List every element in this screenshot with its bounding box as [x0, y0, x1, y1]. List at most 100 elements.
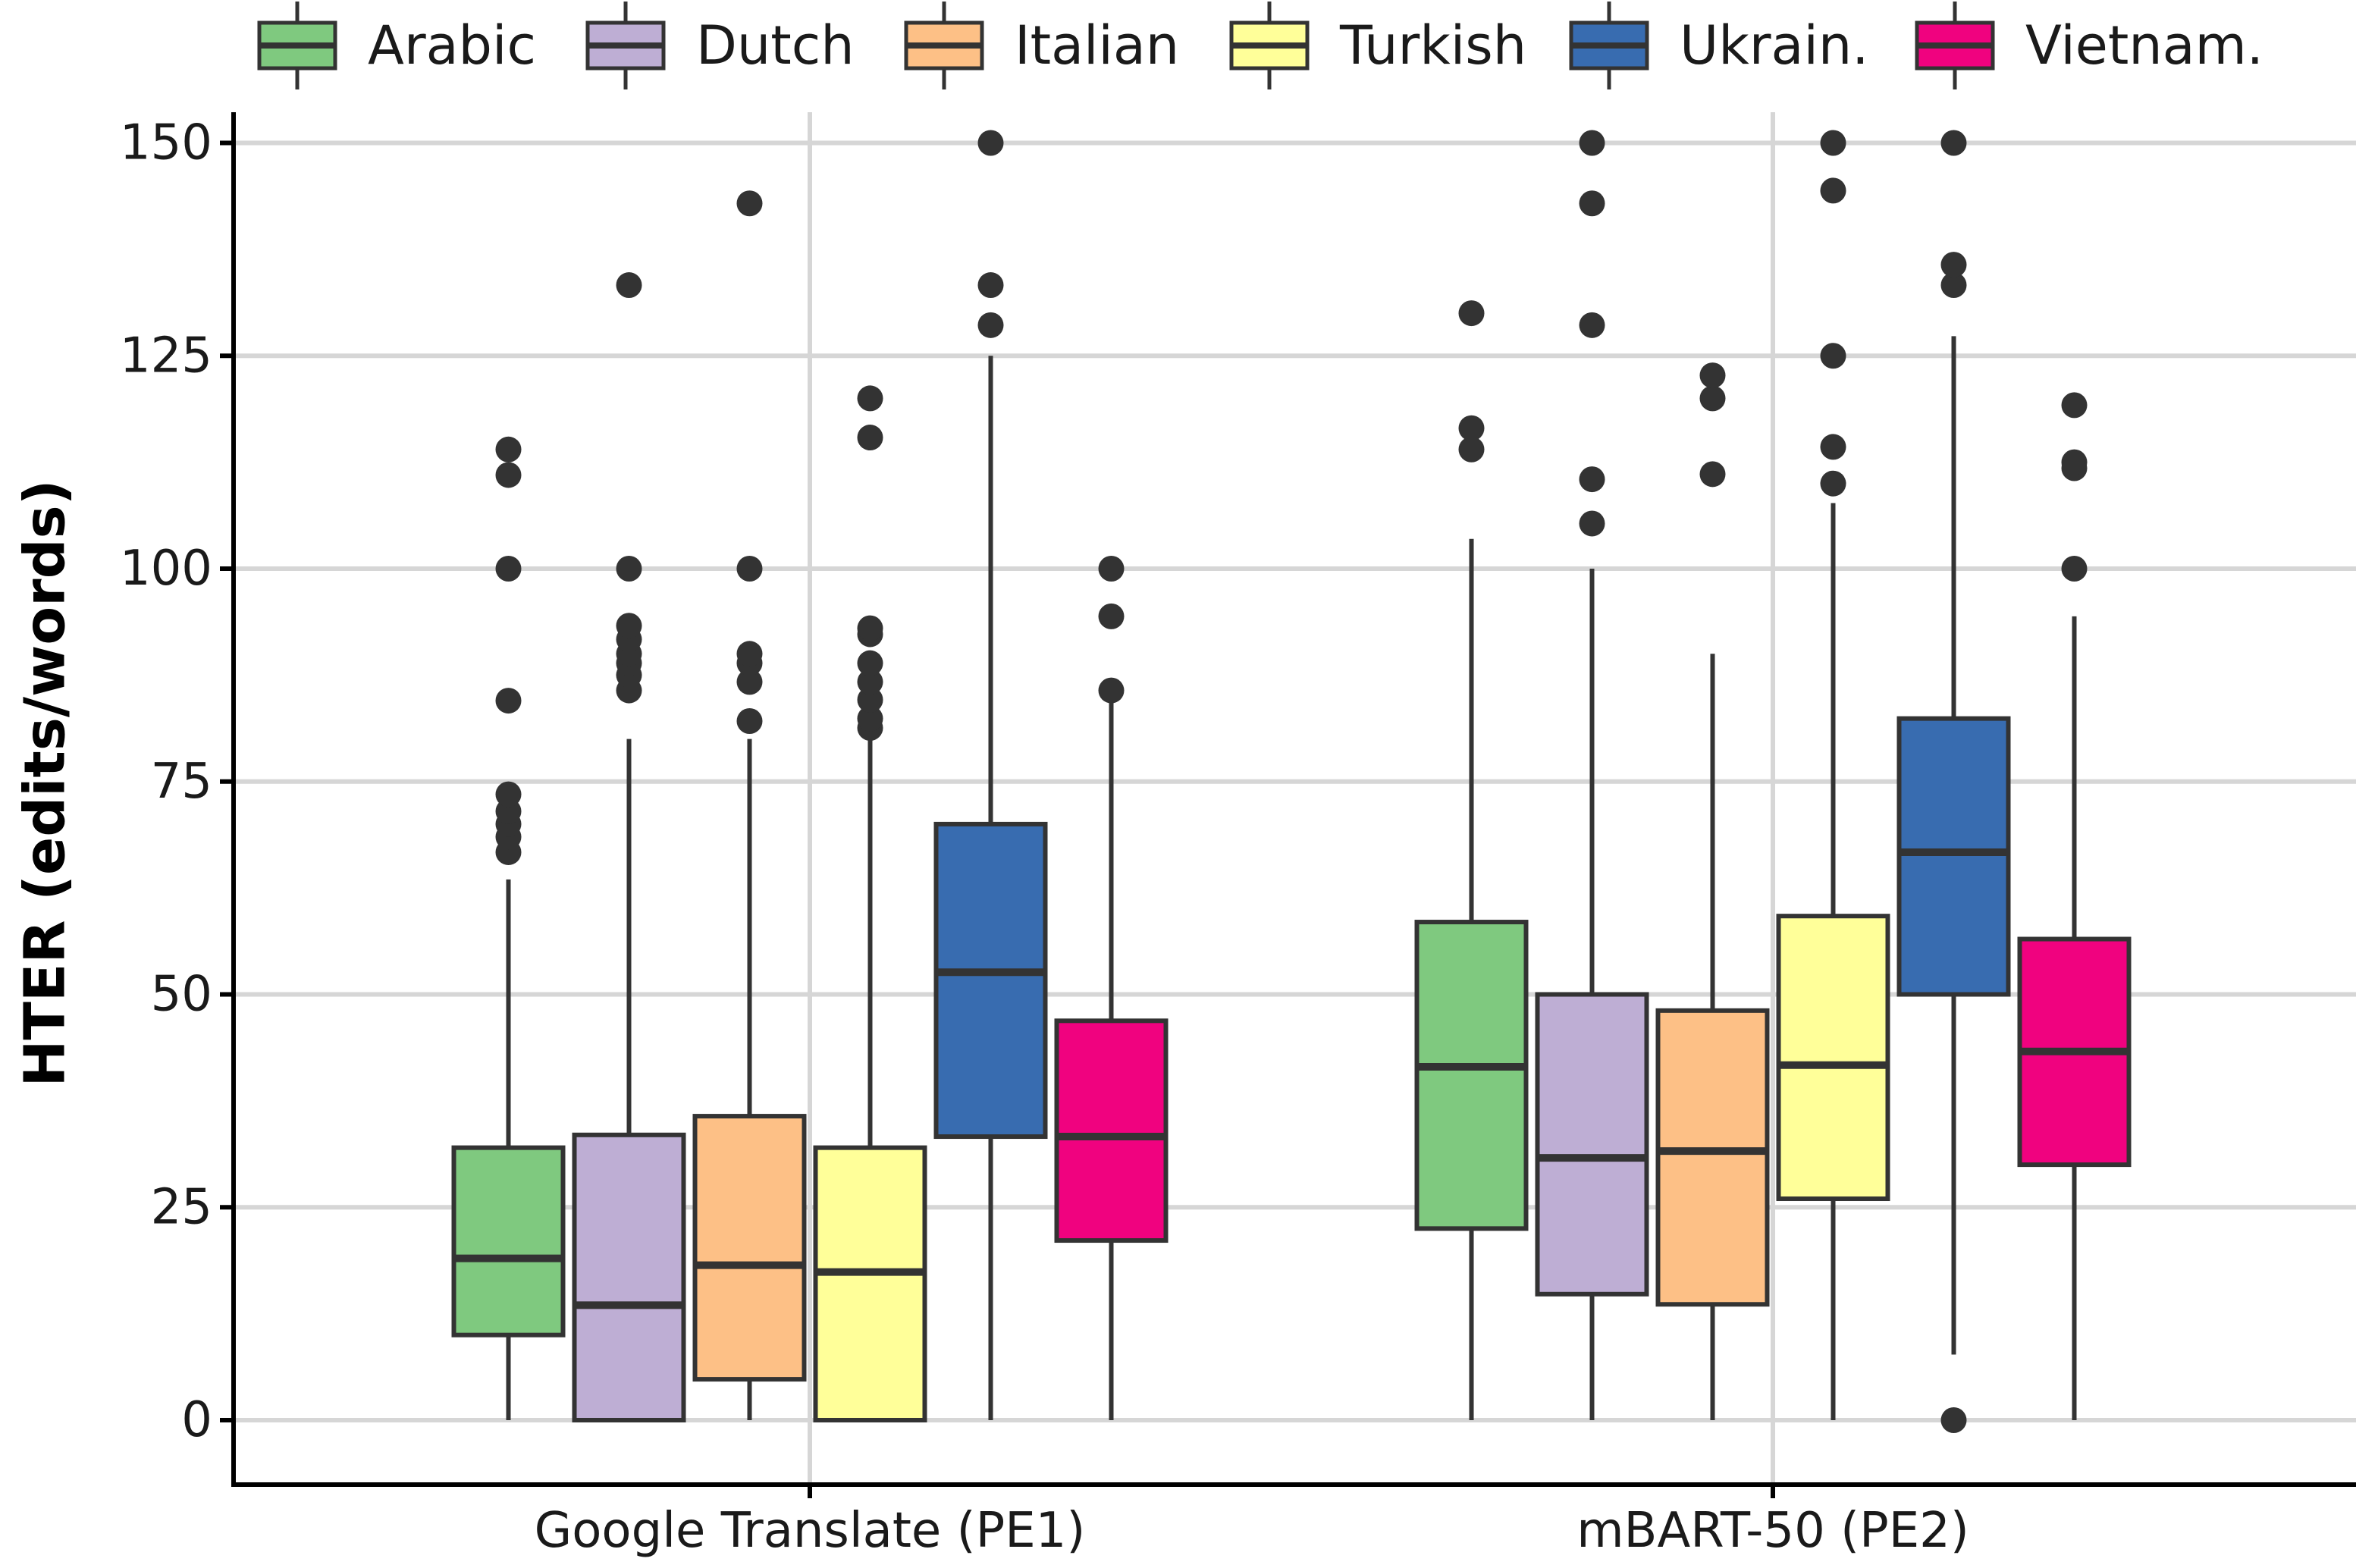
- box-iqr: [1054, 1018, 1169, 1243]
- legend-label: Italian: [1015, 14, 1179, 77]
- box-iqr: [692, 1114, 807, 1382]
- box-turkish-2: [1776, 130, 1890, 1420]
- box-vietnam-2: [2017, 392, 2132, 1420]
- outlier-point: [616, 613, 642, 639]
- y-tick-label: 150: [120, 115, 212, 171]
- axes: [231, 112, 2356, 1487]
- y-tick-label: 125: [120, 328, 212, 384]
- outlier-point: [1458, 300, 1485, 327]
- box-vietnam-1: [1054, 556, 1169, 1420]
- legend-label: Turkish: [1339, 14, 1526, 77]
- outlier-point: [1579, 312, 1605, 338]
- outlier-point: [1940, 130, 1967, 156]
- outlier-point: [495, 556, 522, 582]
- outlier-point: [1579, 510, 1605, 537]
- outlier-point: [1820, 177, 1846, 204]
- box-iqr: [813, 1145, 927, 1422]
- legend-item-turkish: Turkish: [1229, 2, 1526, 89]
- outlier-point: [495, 436, 522, 463]
- outlier-point: [616, 556, 642, 582]
- box-iqr: [1535, 992, 1649, 1297]
- outlier-point: [736, 190, 763, 217]
- outlier-point: [1699, 385, 1726, 412]
- legend-item-dutch: Dutch: [585, 2, 855, 89]
- box-iqr: [1655, 1008, 1770, 1307]
- outlier-point: [1579, 190, 1605, 217]
- box-ukrain-2: [1896, 130, 2011, 1433]
- outlier-point: [1820, 434, 1846, 460]
- box-iqr: [451, 1145, 566, 1338]
- outlier-point: [1940, 1407, 1967, 1433]
- outlier-point: [2061, 449, 2088, 475]
- outlier-point: [977, 272, 1004, 299]
- box-iqr: [1776, 914, 1890, 1202]
- box-iqr: [1414, 920, 1529, 1231]
- y-tick-label: 50: [151, 967, 212, 1023]
- x-ticks: Google Translate (PE1) mBART-50 (PE2): [535, 1485, 1969, 1559]
- outlier-point: [736, 641, 763, 667]
- box-arabic-1: [451, 436, 566, 1420]
- y-tick-label: 25: [151, 1179, 212, 1235]
- legend-item-vietnam: Vietnam.: [1915, 2, 2263, 89]
- outlier-point: [1940, 252, 1967, 278]
- y-tick-label: 0: [181, 1392, 212, 1448]
- outlier-point: [1458, 436, 1485, 463]
- y-tick-label: 100: [120, 541, 212, 597]
- outlier-point: [495, 688, 522, 714]
- box-iqr: [1896, 716, 2011, 997]
- outlier-point: [857, 615, 883, 641]
- box-dutch-1: [572, 272, 686, 1423]
- outlier-point: [616, 272, 642, 299]
- box-dutch-2: [1535, 130, 1649, 1420]
- outlier-point: [736, 708, 763, 735]
- outlier-point: [857, 686, 883, 713]
- legend-item-italian: Italian: [904, 2, 1179, 89]
- box-turkish-1: [813, 385, 927, 1422]
- outlier-point: [495, 781, 522, 808]
- box-ukrain-1: [933, 130, 1048, 1420]
- legend-item-ukrain: Ukrain.: [1569, 2, 1869, 89]
- y-tick-label: 75: [151, 754, 212, 810]
- outlier-point: [1699, 461, 1726, 488]
- outlier-point: [857, 650, 883, 676]
- outlier-point: [2061, 392, 2088, 419]
- outlier-point: [1458, 415, 1485, 441]
- outlier-point: [857, 705, 883, 732]
- legend-label: Arabic: [368, 14, 536, 77]
- y-axis-title: HTER (edits/words): [13, 479, 78, 1087]
- legend-label: Vietnam.: [2025, 14, 2263, 77]
- outlier-point: [857, 425, 883, 451]
- outlier-point: [495, 462, 522, 488]
- outlier-point: [736, 556, 763, 582]
- y-ticks: 0 25 50 75 100 125 150: [120, 115, 234, 1448]
- outlier-point: [1940, 272, 1967, 299]
- outlier-point: [1098, 603, 1125, 629]
- x-tick-label: mBART-50 (PE2): [1576, 1503, 1969, 1559]
- box-italian-1: [692, 190, 807, 1420]
- box-iqr: [933, 821, 1048, 1140]
- outlier-point: [1579, 466, 1605, 493]
- outlier-point: [736, 669, 763, 695]
- legend-item-arabic: Arabic: [257, 2, 536, 89]
- outlier-point: [1820, 130, 1846, 156]
- outlier-point: [977, 312, 1004, 338]
- box-italian-2: [1655, 362, 1770, 1420]
- outlier-point: [2061, 556, 2088, 582]
- legend-label: Dutch: [696, 14, 855, 77]
- box-arabic-2: [1414, 300, 1529, 1420]
- legend: Arabic Dutch Italian Turkish Ukrain. Vietnam.: [257, 2, 2263, 89]
- legend-label: Ukrain.: [1680, 14, 1869, 77]
- outlier-point: [1699, 362, 1726, 389]
- outlier-point: [1098, 556, 1125, 582]
- box-iqr: [572, 1132, 686, 1423]
- outlier-point: [1579, 130, 1605, 156]
- outlier-point: [1820, 343, 1846, 369]
- outlier-point: [1820, 470, 1846, 497]
- outlier-point: [857, 669, 883, 695]
- x-tick-label: Google Translate (PE1): [535, 1503, 1086, 1559]
- outlier-point: [1098, 677, 1125, 704]
- outlier-point: [857, 385, 883, 412]
- plot-area: [451, 130, 2132, 1433]
- outlier-point: [977, 130, 1004, 156]
